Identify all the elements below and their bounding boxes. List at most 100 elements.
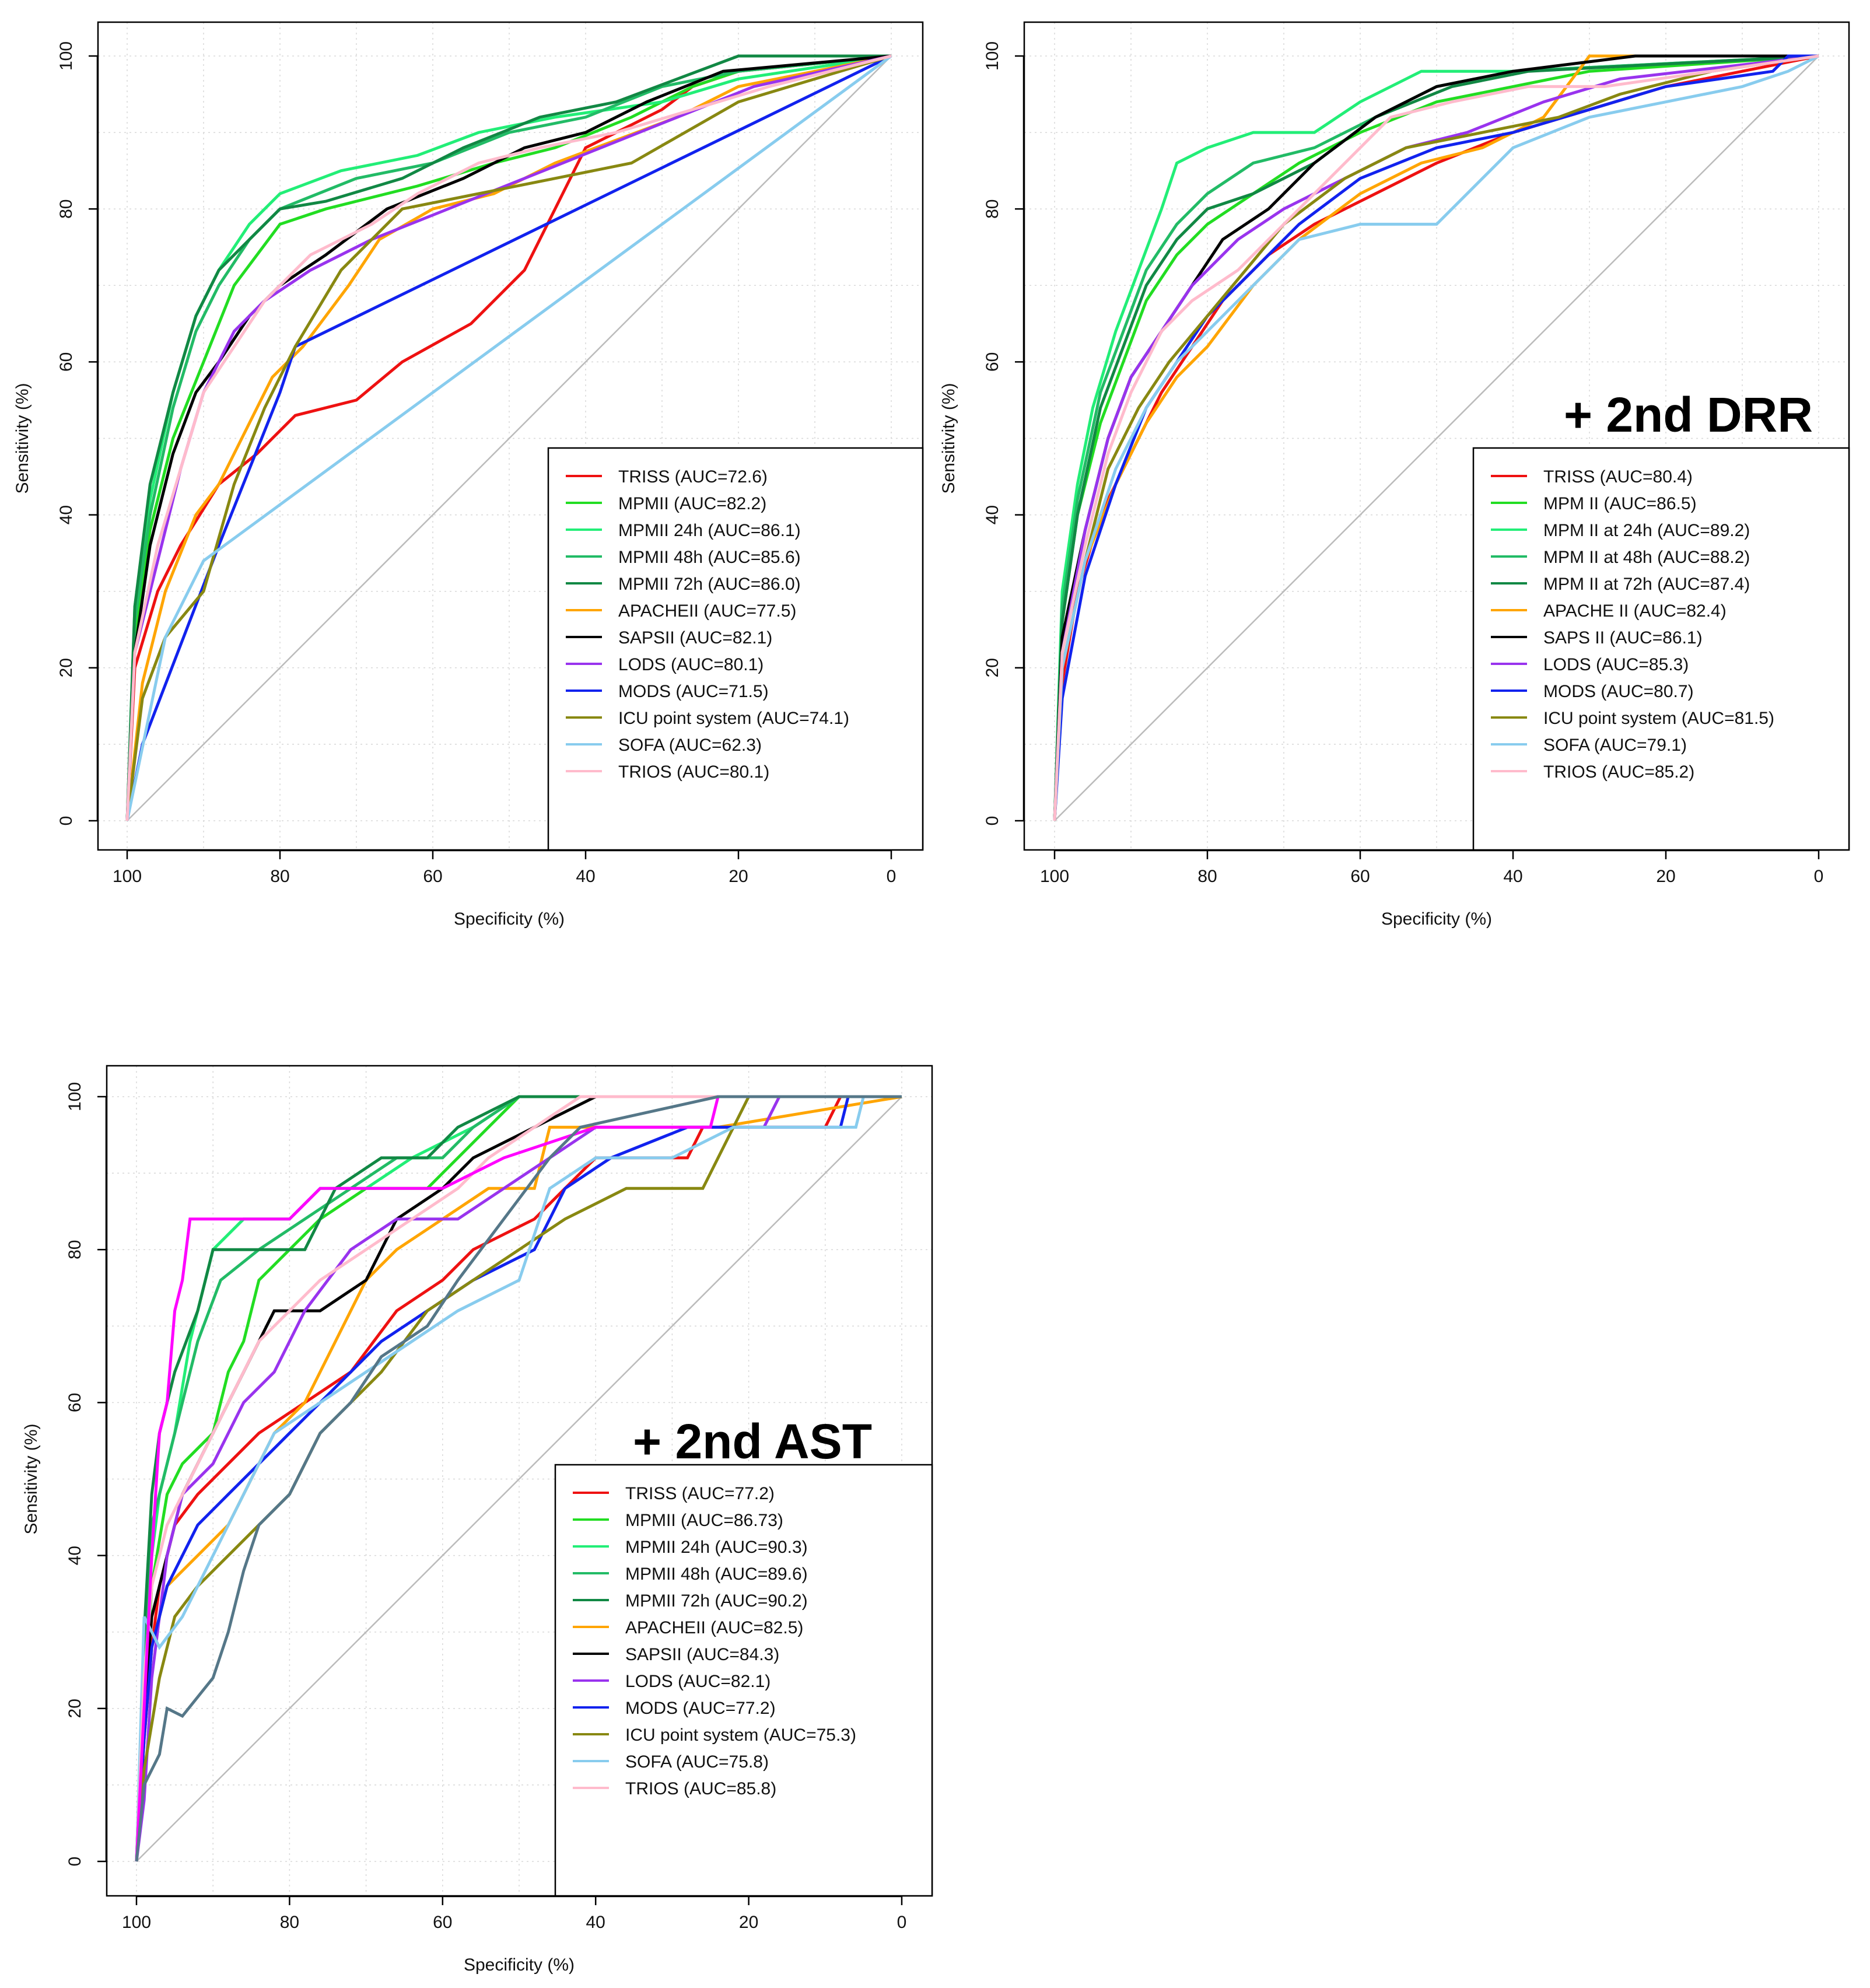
legend-entry: TRIOS (AUC=80.1)	[618, 762, 769, 782]
legend: TRISS (AUC=77.2) MPMII (AUC=86.73) MPMII 2…	[554, 1464, 933, 1897]
y-axis-label: Sensitivity (%)	[22, 1423, 41, 1534]
y-tick-label: 100	[983, 41, 1002, 71]
roc-curve	[1053, 54, 1819, 821]
x-axis-label: Specificity (%)	[454, 909, 565, 929]
legend-entry: LODS (AUC=82.1)	[625, 1672, 771, 1691]
x-tick-label: 20	[729, 867, 748, 886]
x-axis-label: Specificity (%)	[1381, 909, 1492, 929]
roc-curve	[135, 1095, 902, 1862]
roc-curve	[125, 54, 892, 821]
legend-entry: MODS (AUC=80.7)	[1543, 682, 1694, 701]
x-tick-label: 0	[897, 1913, 907, 1932]
roc-curves	[1053, 54, 1820, 821]
legend-entry: SAPS II (AUC=86.1)	[1543, 628, 1703, 648]
roc-curve	[135, 1095, 902, 1862]
panel-annotation: + 2nd DRR	[1564, 387, 1813, 442]
legend-entry: MPM II at 48h (AUC=88.2)	[1543, 548, 1750, 567]
legend-entry: MODS (AUC=77.2)	[625, 1699, 776, 1718]
x-tick-label: 80	[1197, 867, 1217, 886]
x-tick-label: 100	[122, 1913, 151, 1932]
legend-entry: MPM II at 72h (AUC=87.4)	[1543, 575, 1750, 594]
y-tick-label: 100	[57, 41, 76, 71]
roc-curve	[1053, 54, 1820, 821]
y-tick-label: 40	[57, 505, 76, 524]
x-tick-label: 100	[1040, 867, 1069, 886]
x-tick-label: 80	[270, 867, 289, 886]
y-tick-label: 0	[983, 816, 1002, 826]
legend-entry: MPM II (AUC=86.5)	[1543, 494, 1697, 513]
roc-curves	[125, 54, 892, 821]
y-tick-label: 0	[65, 1857, 85, 1867]
panel-annotation: + 2nd AST	[633, 1414, 872, 1469]
roc-curve	[125, 54, 892, 821]
plot-area: 100 80 60 40 20 0 0 20 40 60 80 100	[57, 21, 924, 886]
y-tick-label: 40	[983, 505, 1002, 524]
reference-diagonal	[136, 1096, 902, 1862]
legend-entry: ICU point system (AUC=75.3)	[625, 1726, 856, 1745]
x-tick-label: 80	[280, 1913, 299, 1932]
legend-box	[547, 447, 924, 851]
roc-curves	[135, 1095, 902, 1862]
y-tick-label: 60	[983, 352, 1002, 372]
x-tick-label: 20	[739, 1913, 758, 1932]
x-tick-label: 20	[1656, 867, 1675, 886]
roc-curve	[125, 54, 892, 821]
roc-curve	[135, 1095, 902, 1862]
legend-entry: APACHEII (AUC=82.5)	[625, 1618, 803, 1637]
legend-entry: SOFA (AUC=62.3)	[618, 736, 762, 755]
y-axis-label: Sensitivity (%)	[939, 383, 958, 494]
legend-entry: MPMII (AUC=82.2)	[618, 494, 766, 513]
roc-curve	[125, 54, 891, 821]
reference-diagonal	[1054, 55, 1819, 821]
x-tick-label: 100	[113, 867, 142, 886]
y-tick-label: 60	[65, 1393, 85, 1412]
legend-entry: SAPSII (AUC=84.3)	[625, 1645, 779, 1664]
x-tick-label: 40	[576, 867, 595, 886]
x-tick-label: 0	[887, 867, 897, 886]
x-axis-label: Specificity (%)	[464, 1955, 575, 1975]
y-tick-label: 60	[57, 352, 76, 372]
roc-panel-bottom-left: 100 80 60 40 20 0 0 20 40 60 80 100 Specificity (%)…	[22, 1065, 933, 1975]
roc-curve	[1053, 54, 1819, 821]
grid	[1024, 22, 1849, 850]
axes: 100 80 60 40 20 0 0 20 40 60 80 100	[983, 41, 1823, 886]
y-tick-label: 100	[65, 1082, 85, 1111]
y-axis-label: Sensitivity (%)	[13, 383, 32, 494]
y-tick-label: 40	[65, 1546, 85, 1565]
legend-entry: SAPSII (AUC=82.1)	[618, 628, 772, 648]
legend: TRISS (AUC=80.4) MPM II (AUC=86.5) MPM II …	[1472, 447, 1850, 851]
legend-entry: ICU point system (AUC=74.1)	[618, 709, 849, 728]
roc-curve	[135, 1095, 902, 1862]
legend-box	[1472, 447, 1850, 851]
roc-curve	[135, 1095, 902, 1862]
legend-box	[554, 1464, 933, 1897]
roc-curve	[135, 1095, 902, 1862]
y-tick-label: 0	[57, 816, 76, 826]
legend-entry: MPM II at 24h (AUC=89.2)	[1543, 521, 1750, 540]
legend-entry: MPMII 24h (AUC=90.3)	[625, 1538, 808, 1557]
axes: 100 80 60 40 20 0 0 20 40 60 80 100	[65, 1082, 906, 1932]
legend-entry: LODS (AUC=80.1)	[618, 655, 764, 674]
legend-entry: ICU point system (AUC=81.5)	[1543, 709, 1774, 728]
y-tick-label: 80	[65, 1240, 85, 1259]
legend-entry: MODS (AUC=71.5)	[618, 682, 769, 701]
y-tick-label: 20	[57, 658, 76, 677]
x-tick-label: 60	[423, 867, 442, 886]
legend-entry: TRISS (AUC=77.2)	[625, 1484, 775, 1503]
roc-curve	[125, 54, 892, 821]
x-tick-label: 40	[586, 1913, 605, 1932]
legend-entry: TRIOS (AUC=85.2)	[1543, 762, 1694, 782]
reference-diagonal	[127, 55, 892, 821]
roc-curve	[125, 54, 892, 821]
x-tick-label: 0	[1814, 867, 1824, 886]
legend-entry: LODS (AUC=85.3)	[1543, 655, 1689, 674]
legend-entry: MPMII 48h (AUC=89.6)	[625, 1564, 808, 1584]
roc-curve	[125, 54, 892, 821]
y-tick-label: 20	[65, 1699, 85, 1718]
legend: TRISS (AUC=72.6) MPMII (AUC=82.2) MPMII 24…	[547, 447, 924, 851]
legend-entry: SOFA (AUC=75.8)	[625, 1752, 769, 1772]
legend-entry: TRIOS (AUC=85.8)	[625, 1779, 776, 1798]
legend-entry: TRISS (AUC=72.6)	[618, 467, 768, 487]
x-tick-label: 60	[433, 1913, 452, 1932]
